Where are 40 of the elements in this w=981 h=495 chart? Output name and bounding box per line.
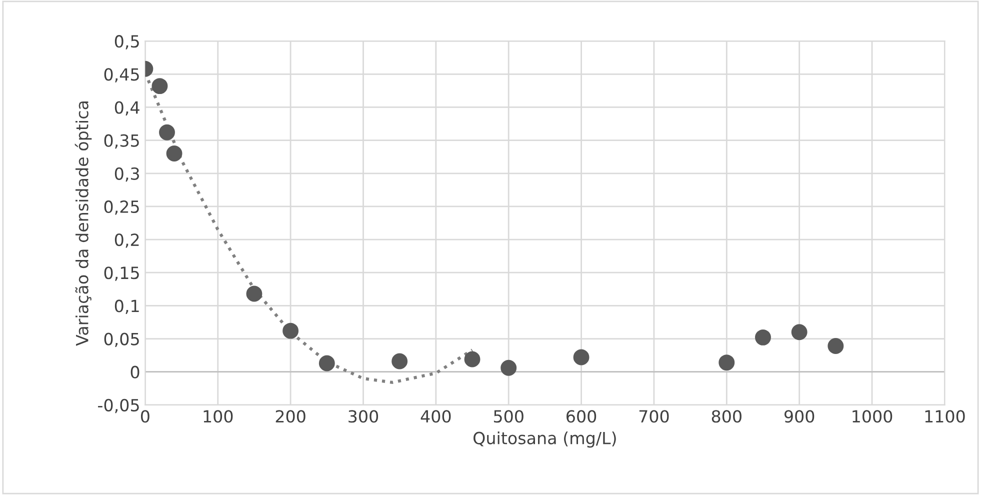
y-tick-label: 0,3 [114, 167, 139, 182]
y-tick-label: 0,25 [104, 200, 139, 215]
x-tick-label: 100 [204, 410, 233, 423]
point [573, 349, 590, 366]
x-tick-label: 1000 [852, 410, 892, 423]
x-tick-label: 600 [566, 410, 596, 423]
point [159, 124, 175, 140]
y-tick-label: 0 [130, 366, 140, 378]
point [246, 286, 262, 302]
x-tick-label: 500 [494, 410, 524, 423]
y-tick-label: 0,5 [114, 35, 139, 50]
x-tick-label: 900 [784, 410, 814, 423]
x-axis-title: Quitosana (mg/L) [474, 431, 616, 448]
point [282, 322, 299, 339]
y-tick-label: -0,05 [98, 398, 139, 414]
x-tick-label: 0 [140, 410, 150, 423]
point [755, 329, 771, 346]
point [152, 78, 168, 94]
point [318, 355, 335, 372]
x-tick-label: 400 [420, 410, 451, 423]
y-axis-title: Variação da densidade óptica [74, 102, 92, 346]
point [464, 351, 480, 368]
x-tick-label: 700 [639, 410, 669, 423]
x-tick-label: 800 [712, 410, 742, 423]
point [718, 354, 735, 371]
y-tick-label: 0,05 [104, 332, 139, 348]
y-tick-label: 0,45 [104, 68, 139, 82]
x-tick-label: 1100 [925, 410, 965, 423]
point [392, 353, 408, 370]
point [500, 360, 517, 376]
point [791, 324, 808, 340]
x-tick-label: 200 [276, 410, 306, 423]
y-tick-label: 0,35 [104, 134, 139, 149]
y-tick-label: 0,2 [114, 233, 139, 248]
x-tick-label: 300 [348, 410, 378, 423]
point [828, 338, 844, 354]
point [166, 146, 182, 162]
y-tick-label: 0,4 [114, 101, 140, 116]
y-tick-label: 0,15 [104, 266, 139, 281]
y-tick-label: 0,1 [114, 300, 139, 314]
